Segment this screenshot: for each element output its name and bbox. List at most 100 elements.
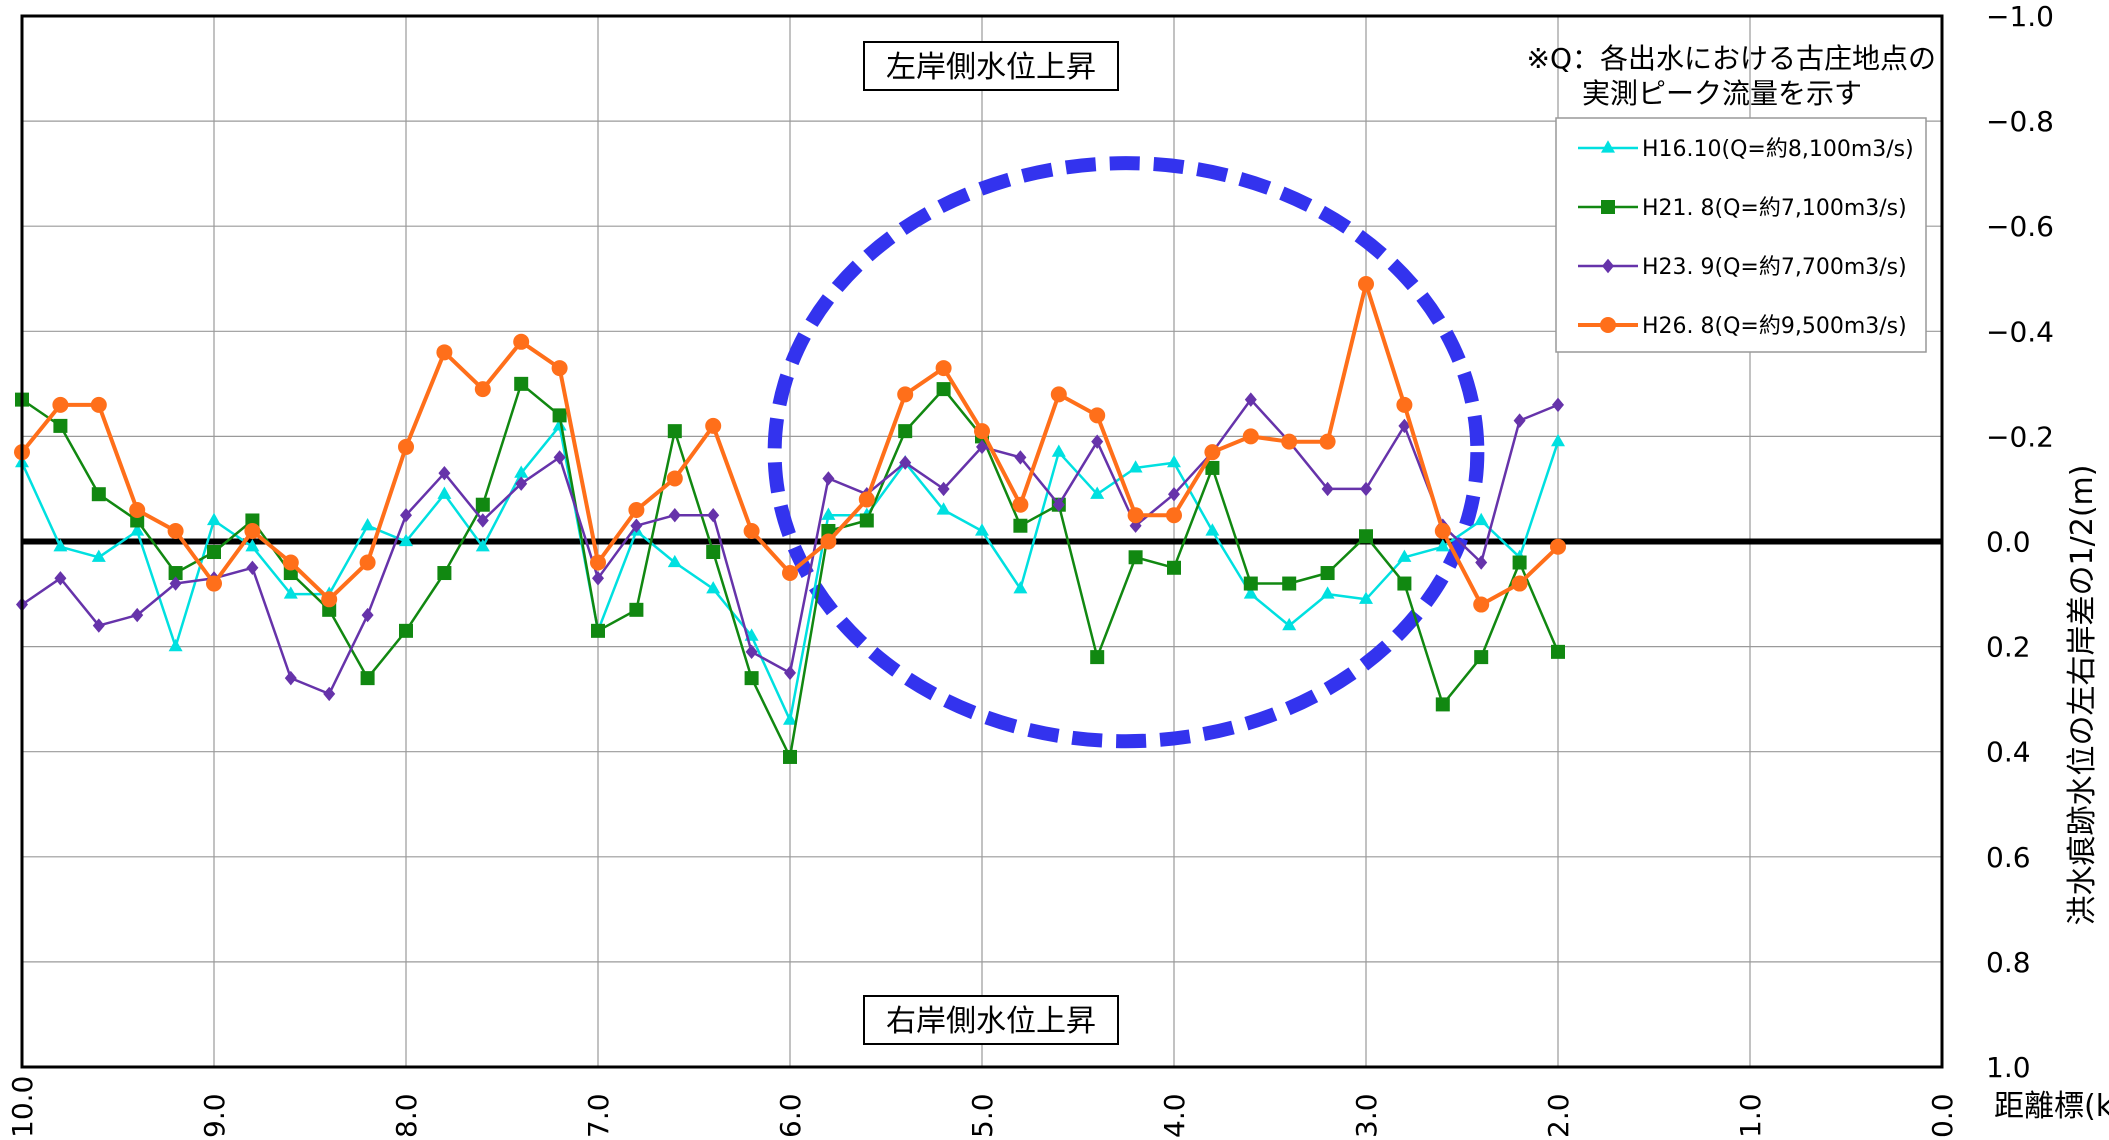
data-point (515, 476, 528, 491)
data-point (1397, 549, 1412, 562)
data-point (438, 465, 451, 481)
data-point (1358, 276, 1374, 293)
data-point (553, 450, 566, 465)
legend-label: H16.10(Q=約8,100m3/s) (1642, 137, 1914, 162)
data-point (976, 439, 988, 455)
data-point (437, 486, 452, 499)
data-point (1321, 481, 1334, 497)
x-tick-label: 10.0 (6, 1076, 39, 1138)
data-point (91, 487, 106, 502)
data-point (706, 545, 721, 560)
data-point (168, 638, 183, 652)
data-point (859, 513, 874, 528)
data-point (167, 522, 184, 539)
y-tick-label: −0.6 (1986, 210, 2054, 243)
data-point (436, 344, 453, 361)
data-point (1473, 596, 1490, 613)
data-point (1435, 697, 1450, 712)
legend-label: H26. 8(Q=約9,500m3/s) (1642, 314, 1907, 339)
data-point (667, 554, 682, 568)
data-point (207, 512, 221, 526)
data-point (1128, 550, 1143, 565)
data-point (92, 618, 105, 633)
data-point (1052, 497, 1065, 512)
data-point (820, 533, 837, 550)
data-point (52, 396, 69, 413)
data-point (437, 566, 452, 581)
data-point (129, 501, 146, 518)
data-point (552, 418, 567, 431)
data-point (1397, 576, 1412, 591)
x-tick-label: 1.0 (1734, 1093, 1767, 1138)
data-point (514, 465, 529, 478)
data-point (629, 602, 644, 617)
data-point (474, 381, 491, 398)
data-point (783, 712, 797, 725)
data-point (1475, 555, 1488, 570)
x-tick-label: 4.0 (1158, 1093, 1191, 1138)
data-point (744, 671, 759, 686)
legend-marker (1601, 140, 1615, 153)
series-2 (15, 376, 1565, 764)
data-point (360, 671, 375, 686)
y-tick-label: 0.4 (1986, 736, 2031, 769)
data-point (1013, 581, 1028, 594)
data-point (130, 523, 145, 536)
data-point (551, 360, 568, 377)
legend-label: H23. 9(Q=約7,700m3/s) (1642, 255, 1907, 280)
x-tick-label: 2.0 (1542, 1093, 1575, 1138)
data-point (1550, 538, 1566, 555)
annotation-bottom-frame (863, 995, 1119, 1045)
data-point (1244, 392, 1257, 407)
note-line-1: ※Q：各出水における古庄地点の (1526, 42, 1936, 75)
x-tick-label: 9.0 (198, 1093, 231, 1138)
data-point (1204, 444, 1221, 461)
series-layer (14, 276, 1566, 764)
data-point (1013, 518, 1028, 533)
data-point (1552, 397, 1564, 413)
data-point (513, 333, 530, 350)
data-point (630, 518, 643, 533)
data-point (1398, 418, 1411, 434)
data-point (359, 554, 376, 571)
x-tick-label: 6.0 (774, 1093, 807, 1138)
data-point (1281, 433, 1298, 450)
legend-marker (1600, 317, 1616, 333)
annotation-bottom-box: 右岸側水位上昇 (863, 995, 1119, 1045)
data-point (745, 644, 758, 660)
data-point (1090, 486, 1105, 499)
y-tick-label: 1.0 (1986, 1051, 2031, 1084)
data-point (1051, 444, 1066, 457)
data-point (899, 455, 912, 470)
data-point (784, 665, 796, 681)
x-tick-label: 3.0 (1350, 1093, 1383, 1138)
data-point (323, 686, 336, 702)
series-4 (14, 276, 1566, 613)
x-tick-labels: 10.0 9.0 8.0 7.0 6.0 5.0 4.0 3.0 2.0 1.0 0.0 (6, 1076, 1959, 1138)
data-point (321, 591, 338, 608)
legend-item-3: H23. 9(Q=約7,700m3/s) (1578, 255, 1907, 280)
data-point (1205, 523, 1220, 536)
data-point (360, 518, 375, 531)
data-point (1090, 650, 1105, 665)
legend-frame (1555, 117, 1927, 353)
data-point (514, 376, 529, 391)
y-tick-label: −0.2 (1986, 420, 2054, 453)
data-point (90, 396, 107, 413)
data-point (1320, 586, 1335, 599)
note-line-2: 実測ピーク流量を示す (1582, 77, 1862, 110)
data-point (1128, 460, 1143, 473)
data-point (706, 581, 721, 594)
legend-marker (1602, 258, 1614, 274)
data-point (1320, 566, 1335, 581)
data-point (400, 508, 412, 523)
data-point (822, 471, 835, 486)
legend-marker (1601, 200, 1615, 214)
y-axis-label: 洪水痕跡水位の左右岸差の1/2(m) (2065, 465, 2100, 926)
data-point (1282, 617, 1297, 631)
legend-item-2: H21. 8(Q=約7,100m3/s) (1578, 196, 1907, 221)
data-point (1242, 428, 1259, 445)
data-point (398, 438, 414, 455)
data-point (1360, 481, 1372, 497)
data-point (937, 481, 950, 497)
